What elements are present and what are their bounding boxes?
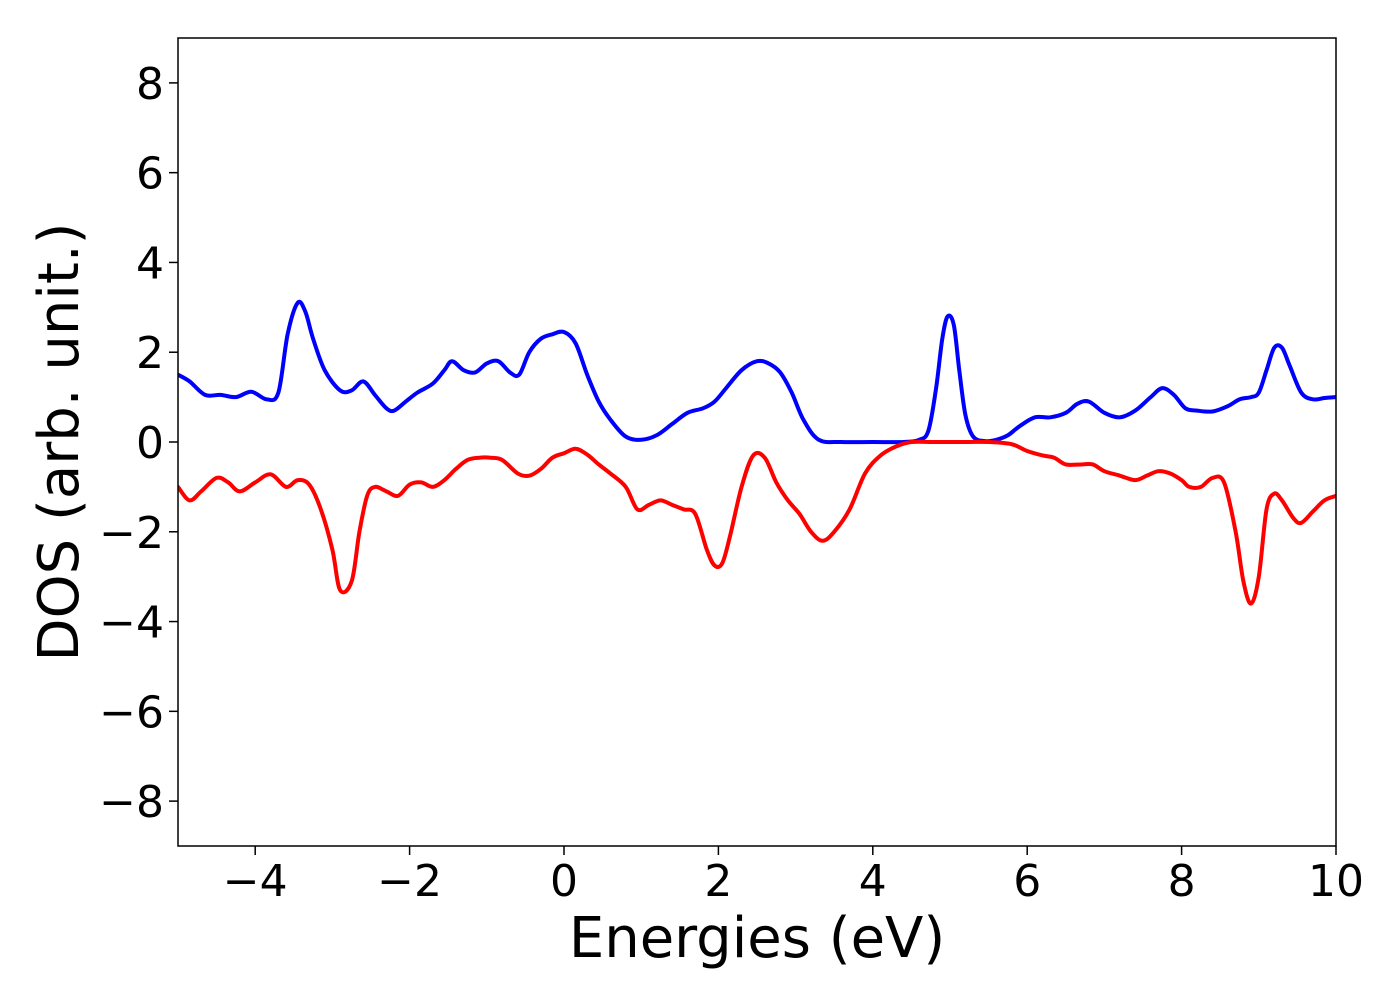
y-tick-label: −4 <box>99 598 164 649</box>
x-axis-ticks: −4 −2 0 2 4 6 8 10 <box>223 846 1364 907</box>
x-axis-label: Energies (eV) <box>569 906 945 971</box>
y-axis-ticks: −8 −6 −4 −2 0 2 4 6 8 <box>99 59 178 828</box>
y-tick-label: −2 <box>99 508 164 559</box>
y-tick-label: 2 <box>136 328 164 379</box>
x-tick-label: 10 <box>1308 856 1364 907</box>
y-tick-label: −6 <box>99 687 164 738</box>
y-tick-label: 6 <box>136 149 164 200</box>
x-tick-label: −4 <box>223 856 288 907</box>
x-tick-label: −2 <box>377 856 442 907</box>
x-tick-label: 6 <box>1013 856 1041 907</box>
y-tick-label: 8 <box>136 59 164 110</box>
x-tick-label: 8 <box>1168 856 1196 907</box>
series-line-1 <box>178 299 1336 445</box>
y-tick-label: 0 <box>136 418 164 469</box>
y-tick-label: 4 <box>136 238 164 289</box>
x-tick-label: 2 <box>704 856 732 907</box>
series-layer <box>178 299 1336 606</box>
series-line-2 <box>178 439 1336 606</box>
x-tick-label: 0 <box>550 856 578 907</box>
y-axis-label: DOS (arb. unit.) <box>27 222 92 661</box>
x-tick-label: 4 <box>859 856 887 907</box>
y-tick-label: −8 <box>99 777 164 828</box>
